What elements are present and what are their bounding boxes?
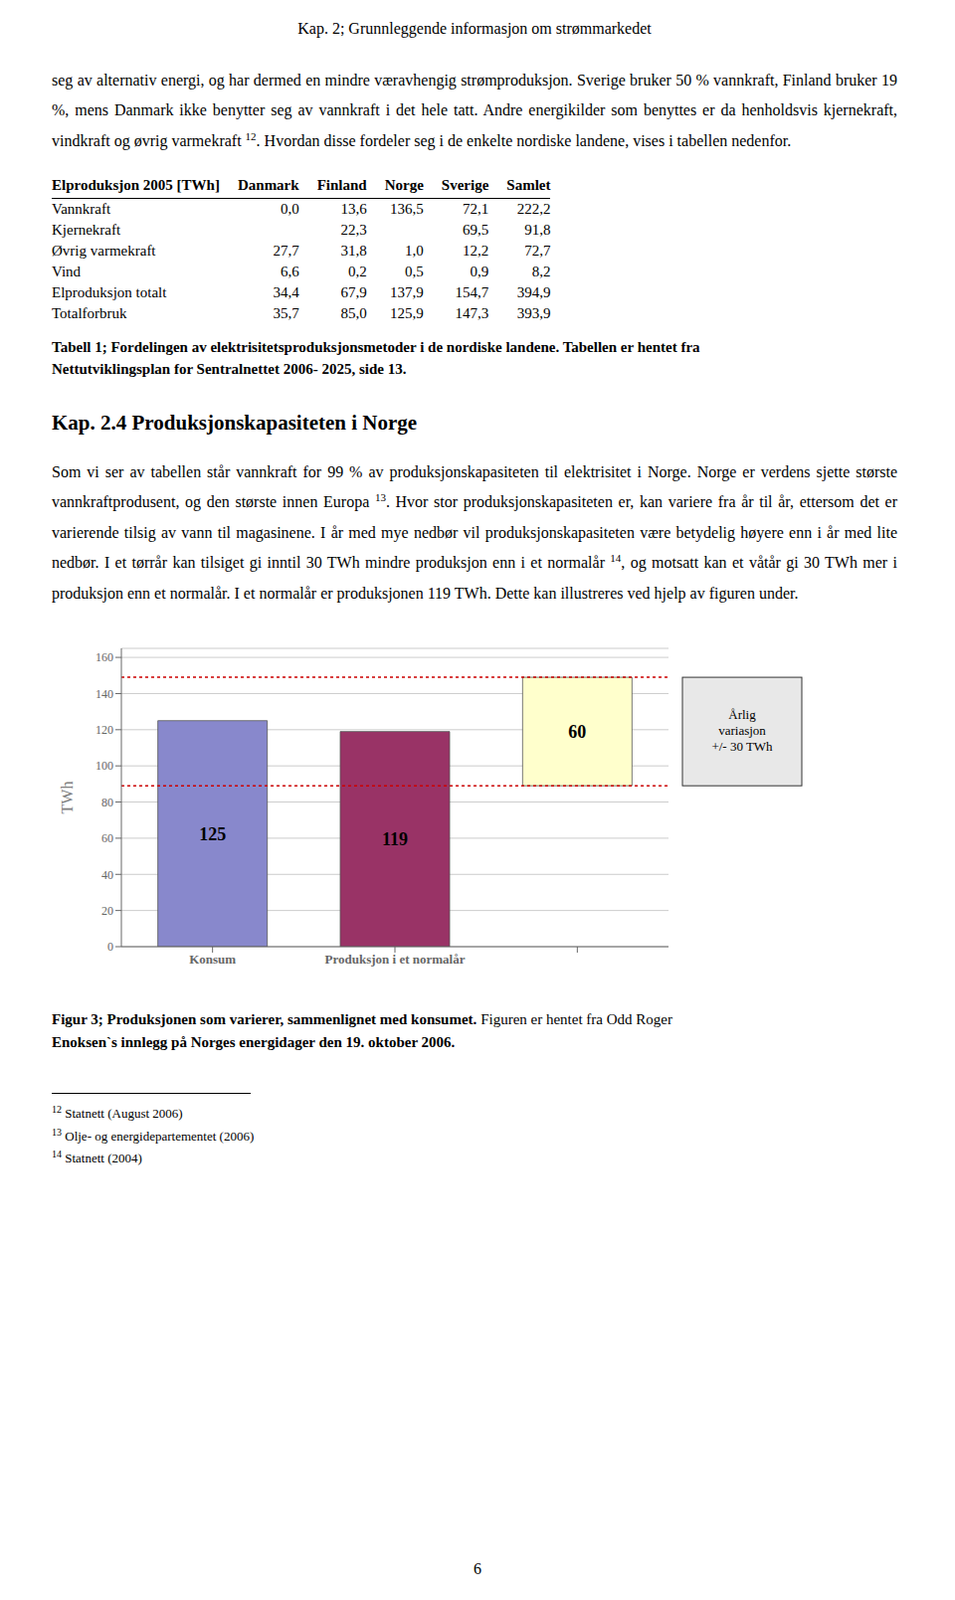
svg-text:140: 140 (95, 687, 114, 702)
html-text:72,1: 72,1 (462, 200, 489, 217)
html-text:6: 6 (473, 1560, 482, 1578)
html-text:222,2: 222,2 (516, 200, 551, 217)
html-text:Kap. 2; Grunnleggende informas: Kap. 2; Grunnleggende informasjon om str… (297, 19, 652, 37)
html-text:154,7: 154,7 (455, 284, 489, 300)
html-text:Kap. 2.4 Produksjonskapasitete: Kap. 2.4 Produksjonskapasiteten i Norge (51, 410, 418, 435)
html-text:34,4: 34,4 (272, 284, 300, 300)
svg-text:Produksjon i et normalår: Produksjon i et normalår (325, 952, 466, 967)
html-text:394,9: 394,9 (516, 284, 551, 300)
html-text:35,7: 35,7 (272, 304, 300, 321)
svg-text:+/- 30 TWh: +/- 30 TWh (711, 739, 773, 755)
html-text:85,0: 85,0 (340, 304, 367, 321)
html-text:Samlet: Samlet (506, 176, 551, 193)
html-text:12Statnett (August 2006): 12Statnett (August 2006) (51, 1104, 183, 1122)
html-text:Totalforbruk: Totalforbruk (51, 304, 127, 321)
html-text:22,3: 22,3 (340, 221, 367, 238)
svg-text:Konsum: Konsum (189, 952, 236, 967)
html-text:12,2: 12,2 (462, 242, 489, 259)
html-text:Elproduksjon 2005 [TWh]: Elproduksjon 2005 [TWh] (51, 176, 220, 193)
html-text:Tabell 1; Fordelingen av elekt: Tabell 1; Fordelingen av elektrisitetspr… (51, 338, 700, 355)
svg-text:TWh: TWh (58, 781, 76, 815)
html-text:Øvrig varmekraft: Øvrig varmekraft (51, 242, 156, 259)
html-text:0,2: 0,2 (348, 263, 367, 280)
html-text:0,5: 0,5 (404, 263, 424, 280)
svg-text:0: 0 (107, 940, 114, 955)
svg-text:40: 40 (101, 868, 114, 883)
svg-text:125: 125 (198, 824, 226, 845)
html-text:Sverige: Sverige (441, 176, 489, 193)
html-text:Elproduksjon totalt: Elproduksjon totalt (51, 284, 167, 300)
svg-text:60: 60 (568, 722, 586, 743)
html-text:69,5: 69,5 (462, 221, 489, 238)
html-text:137,9: 137,9 (390, 284, 424, 300)
html-text:8,2: 8,2 (531, 263, 551, 280)
html-text:seg av alternativ energi, og h: seg av alternativ energi, og har dermed … (51, 71, 898, 150)
svg-text:Årlig: Årlig (728, 707, 757, 723)
svg-text:160: 160 (95, 650, 114, 665)
html-text:1,0: 1,0 (404, 242, 424, 259)
html-text:125,9: 125,9 (390, 304, 424, 321)
html-text:72,7: 72,7 (524, 242, 551, 259)
html-text:13Olje- og energidepartementet: 13Olje- og energidepartementet (2006) (51, 1126, 254, 1144)
html-text:6,6: 6,6 (280, 263, 300, 280)
html-text:147,3: 147,3 (455, 304, 489, 321)
svg-text:119: 119 (382, 829, 408, 850)
html-text:13,6: 13,6 (340, 200, 367, 217)
svg-text:variasjon: variasjon (718, 723, 766, 739)
html-text:67,9: 67,9 (340, 284, 367, 300)
html-text:Enoksen`s innlegg på Norges en: Enoksen`s innlegg på Norges energidager … (51, 1034, 455, 1051)
html-text:Figur 3; Produksjonen som vari: Figur 3; Produksjonen som varierer, samm… (51, 1011, 673, 1028)
svg-text:20: 20 (101, 904, 114, 919)
html-text:Nettutviklingsplan for Sentral: Nettutviklingsplan for Sentralnettet 200… (51, 361, 407, 378)
html-text:393,9: 393,9 (516, 304, 551, 321)
html-text:14Statnett (2004): 14Statnett (2004) (51, 1148, 143, 1167)
svg-text:120: 120 (95, 723, 114, 738)
html-text:Danmark: Danmark (237, 176, 300, 193)
html-text:Vind: Vind (51, 263, 81, 280)
html-text:91,8: 91,8 (524, 221, 551, 238)
svg-text:80: 80 (101, 795, 114, 810)
html-text:Finland: Finland (316, 176, 367, 193)
html-text:0,0: 0,0 (280, 200, 300, 217)
html-text:Som vi ser av tabellen står va: Som vi ser av tabellen står vannkraft fo… (51, 463, 898, 602)
html-text:31,8: 31,8 (340, 242, 367, 259)
html-text:Kjernekraft: Kjernekraft (51, 221, 121, 238)
html-text:Norge: Norge (384, 176, 424, 193)
html-text:0,9: 0,9 (470, 263, 489, 280)
svg-text:100: 100 (95, 760, 114, 774)
svg-text:60: 60 (101, 831, 114, 846)
html-text:Vannkraft: Vannkraft (51, 200, 111, 217)
html-text:27,7: 27,7 (272, 242, 300, 259)
html-text:136,5: 136,5 (390, 200, 424, 217)
